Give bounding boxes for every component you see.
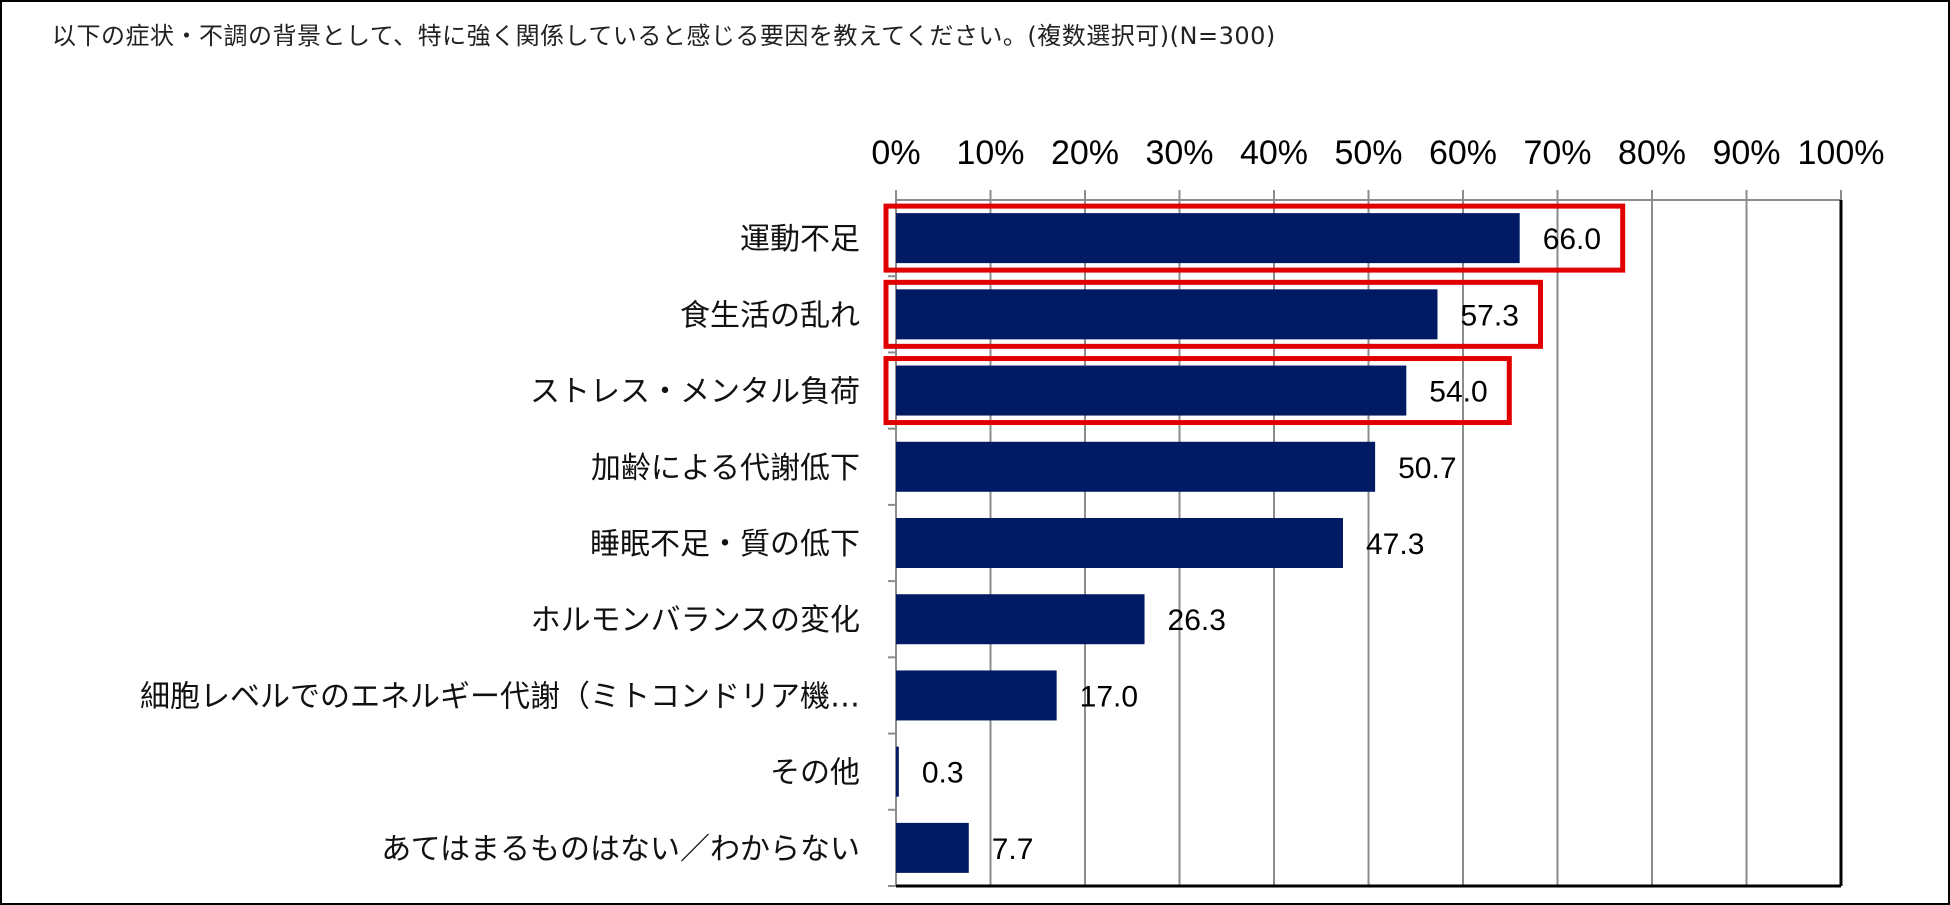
value-label: 7.7 (992, 833, 1034, 866)
bar (896, 213, 1520, 264)
bar (896, 746, 899, 797)
bar (896, 289, 1438, 340)
category-label: 睡眠不足・質の低下 (590, 527, 860, 562)
x-tick-label: 100% (1798, 134, 1885, 172)
x-tick-label: 10% (956, 134, 1024, 172)
highlight-box (883, 203, 1626, 273)
category-label: 細胞レベルでのエネルギー代謝（ミトコンドリア機… (140, 679, 860, 714)
value-label: 47.3 (1366, 528, 1424, 561)
x-tick-label: 70% (1523, 134, 1591, 172)
x-tick-label: 60% (1429, 134, 1497, 172)
x-tick-label: 0% (871, 134, 920, 172)
bar (896, 518, 1343, 568)
category-label: その他 (770, 756, 860, 791)
highlight-box (883, 356, 1512, 426)
value-label: 0.3 (922, 757, 964, 790)
x-tick-label: 20% (1051, 134, 1119, 172)
value-label: 57.3 (1460, 299, 1518, 332)
value-label: 54.0 (1429, 376, 1487, 409)
category-label: ストレス・メンタル負荷 (530, 375, 860, 410)
value-label: 50.7 (1398, 452, 1456, 485)
value-label: 26.3 (1168, 604, 1226, 637)
bar (896, 822, 969, 873)
label-layer: 0% 10% 20% 30% 40% 50% 60% 70% 80% 90% 100% 運動不足 66.… (140, 134, 1884, 867)
chart-title: 以下の症状・不調の背景として、特に強く関係していると感じる要因を教えてください。… (52, 22, 1276, 50)
category-label: 食生活の乱れ (680, 298, 860, 333)
x-tick-label: 50% (1334, 134, 1402, 172)
bar (896, 441, 1376, 492)
value-label: 66.0 (1543, 223, 1601, 256)
bar (896, 365, 1407, 416)
bar-layer (896, 213, 1520, 873)
bar (896, 670, 1057, 721)
category-label: 加齢による代謝低下 (591, 451, 860, 486)
highlight-layer (883, 203, 1626, 426)
highlight-box (883, 279, 1543, 349)
x-tick-label: 90% (1712, 134, 1780, 172)
category-label: ホルモンバランスの変化 (531, 603, 860, 638)
x-tick-label: 30% (1145, 134, 1213, 172)
x-tick-label: 80% (1618, 134, 1686, 172)
category-label: 運動不足 (740, 222, 860, 257)
x-tick-label: 40% (1240, 134, 1308, 172)
category-label: あてはまるものはない／わからない (381, 832, 860, 867)
value-label: 17.0 (1080, 680, 1138, 713)
bar (896, 594, 1145, 645)
